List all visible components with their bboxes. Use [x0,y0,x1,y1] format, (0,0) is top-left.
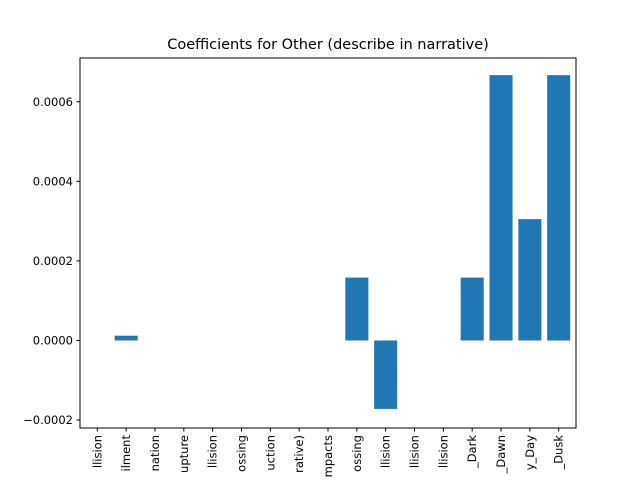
x-tick-label-11: llision [408,435,422,468]
bars-group [114,75,571,409]
y-tick-label-1: 0.0000 [33,333,73,347]
x-tick-label-10: llision [379,435,393,468]
bar-15 [518,219,542,341]
bar-13 [460,277,484,341]
y-axis: −0.0002 0.0000 0.0002 0.0004 0.0006 [23,95,80,427]
x-tick-label-14: _Dawn [494,435,508,474]
bar-9 [345,277,369,341]
x-tick-label-16: _Dusk [552,435,566,471]
x-tick-label-1: ilment [119,435,133,472]
x-tick-label-7: rative) [292,435,306,473]
y-tick-label-2: 0.0002 [33,254,73,268]
x-axis: llision ilment nation upture llision ossing uc… [90,428,566,477]
y-tick-label-4: 0.0006 [33,95,73,109]
x-tick-label-5: ossing [234,435,248,472]
chart-title: Coefficients for Other (describe in narr… [167,37,489,53]
bar-16 [547,75,571,341]
x-tick-label-9: ossing [350,435,364,472]
x-tick-label-12: llision [436,435,450,468]
x-tick-label-0: llision [90,435,104,468]
x-tick-label-2: nation [148,435,162,471]
bar-10 [374,340,398,409]
x-tick-label-4: llision [206,435,220,468]
bar-14 [489,75,513,341]
x-tick-label-8: mpacts [321,435,335,477]
x-tick-label-15: y_Day [523,435,537,470]
y-tick-label-0: −0.0002 [23,413,73,427]
y-tick-label-3: 0.0004 [33,174,73,188]
x-tick-label-13: _Dark [465,435,479,469]
x-tick-label-6: uction [263,435,277,471]
bar-1 [114,335,138,341]
x-tick-label-3: upture [177,435,191,473]
